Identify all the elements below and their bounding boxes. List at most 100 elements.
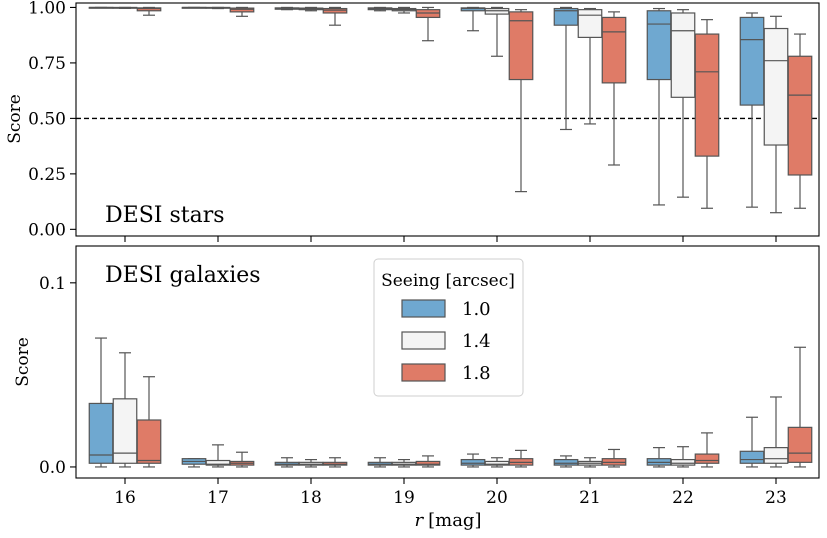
box-1.4-mag-18: [298, 458, 324, 468]
box-1.8-mag-16: [136, 6, 162, 16]
box-iqr: [694, 453, 720, 464]
box-1.0-mag-17: [181, 6, 207, 9]
box-1.0-mag-23: [739, 12, 765, 208]
box-1.0-mag-20: [460, 6, 486, 32]
box-iqr: [229, 7, 255, 13]
box-1.4-mag-19: [391, 458, 417, 468]
box-1.0-mag-16: [88, 6, 114, 9]
box-1.0-mag-19: [367, 6, 393, 12]
legend-swatch: [401, 363, 446, 382]
x-axis-unit: [mag]: [428, 510, 481, 531]
panel-frame-top: [75, 2, 820, 237]
box-1.8-mag-16: [136, 376, 162, 468]
y-tick-label: 0.00: [28, 220, 66, 240]
box-1.8-mag-19: [415, 455, 441, 468]
legend-swatch: [401, 299, 446, 318]
box-iqr: [763, 27, 789, 146]
box-iqr: [553, 458, 579, 466]
box-iqr: [136, 7, 162, 12]
box-1.8-mag-23: [787, 346, 813, 468]
box-1.8-mag-21: [601, 448, 627, 468]
box-1.8-mag-22: [694, 432, 720, 468]
x-tick-label: 17: [207, 488, 229, 508]
box-1.4-mag-21: [577, 7, 603, 125]
box-1.0-mag-20: [460, 453, 486, 468]
box-1.8-mag-20: [508, 449, 534, 468]
box-iqr: [415, 460, 441, 466]
box-1.0-mag-18: [274, 457, 300, 468]
box-1.0-mag-19: [367, 457, 393, 468]
box-1.4-mag-17: [205, 6, 231, 10]
box-iqr: [88, 402, 114, 464]
box-iqr: [670, 12, 696, 98]
box-1.8-mag-23: [787, 33, 813, 209]
box-iqr: [322, 7, 348, 14]
box-iqr: [787, 55, 813, 176]
box-1.8-mag-17: [229, 451, 255, 468]
x-tick-label: 18: [300, 488, 322, 508]
y-tick-label: 0.25: [28, 165, 66, 185]
box-1.8-mag-22: [694, 19, 720, 209]
panel-label-stars: DESI stars: [105, 203, 225, 228]
y-tick-label: 1.00: [28, 0, 66, 18]
box-1.8-mag-21: [601, 11, 627, 166]
y-tick-label: 0.0: [39, 458, 66, 478]
x-tick-label: 22: [672, 488, 694, 508]
legend-swatch: [401, 331, 446, 350]
box-iqr: [694, 33, 720, 157]
legend-label: 1.0: [462, 299, 491, 320]
box-1.0-mag-18: [274, 6, 300, 11]
x-axis-label: r [mag]: [415, 510, 482, 531]
y-tick-label: 0.1: [39, 274, 66, 294]
box-1.8-mag-17: [229, 6, 255, 17]
legend-frame: [373, 258, 524, 397]
box-1.4-mag-23: [763, 396, 789, 468]
box-1.0-mag-23: [739, 416, 765, 468]
box-1.8-mag-19: [415, 6, 441, 42]
y-axis-label-top: Score: [5, 94, 25, 144]
legend-entry-1.4: 1.4: [401, 331, 491, 352]
box-iqr: [763, 447, 789, 464]
box-1.4-mag-20: [484, 6, 510, 57]
x-tick-label: 19: [393, 488, 415, 508]
panel-desi-galaxies: 0.0 0.1 16 17 18 19 20 21 22 23 DESI galaxies Sc…: [13, 245, 820, 508]
x-tick-label: 20: [486, 488, 508, 508]
legend-entry-1.0: 1.0: [401, 299, 491, 320]
box-1.0-mag-22: [646, 447, 672, 468]
y-tick-label: 0.50: [28, 109, 66, 129]
box-1.4-mag-16: [112, 352, 138, 468]
panel-frame-bottom: [75, 245, 820, 479]
y-tick-label: 0.75: [28, 54, 66, 74]
box-1.8-mag-20: [508, 9, 534, 193]
box-1.4-mag-22: [670, 446, 696, 468]
box-iqr: [577, 9, 603, 38]
box-iqr: [739, 450, 765, 464]
x-axis-variable: r: [415, 510, 425, 531]
box-1.4-mag-19: [391, 6, 417, 14]
y-axis-label-bottom: Score: [13, 337, 33, 387]
legend-label: 1.8: [462, 363, 491, 384]
box-iqr: [787, 426, 813, 463]
box-iqr: [460, 458, 486, 466]
legend-label: 1.4: [462, 331, 491, 352]
box-iqr: [670, 458, 696, 466]
x-tick-label: 16: [114, 488, 136, 508]
box-1.4-mag-22: [670, 9, 696, 198]
box-1.0-mag-21: [553, 455, 579, 468]
box-1.4-mag-21: [577, 457, 603, 468]
box-1.4-mag-17: [205, 444, 231, 468]
x-tick-label: 23: [765, 488, 787, 508]
box-1.0-mag-16: [88, 337, 114, 468]
panel-desi-stars: 0.00 0.25 0.50 0.75 1.00 DESI stars Score: [5, 0, 820, 242]
legend-entry-1.8: 1.8: [401, 363, 491, 384]
box-1.8-mag-18: [322, 457, 348, 468]
box-1.4-mag-23: [763, 15, 789, 214]
legend: Seeing [arcsec] 1.0 1.4 1.8: [373, 258, 524, 397]
panel-label-galaxies: DESI galaxies: [105, 263, 261, 288]
box-1.4-mag-18: [298, 6, 324, 12]
box-1.0-mag-22: [646, 7, 672, 206]
box-1.4-mag-20: [484, 457, 510, 468]
box-1.0-mag-17: [181, 458, 207, 468]
x-tick-label: 21: [579, 488, 601, 508]
